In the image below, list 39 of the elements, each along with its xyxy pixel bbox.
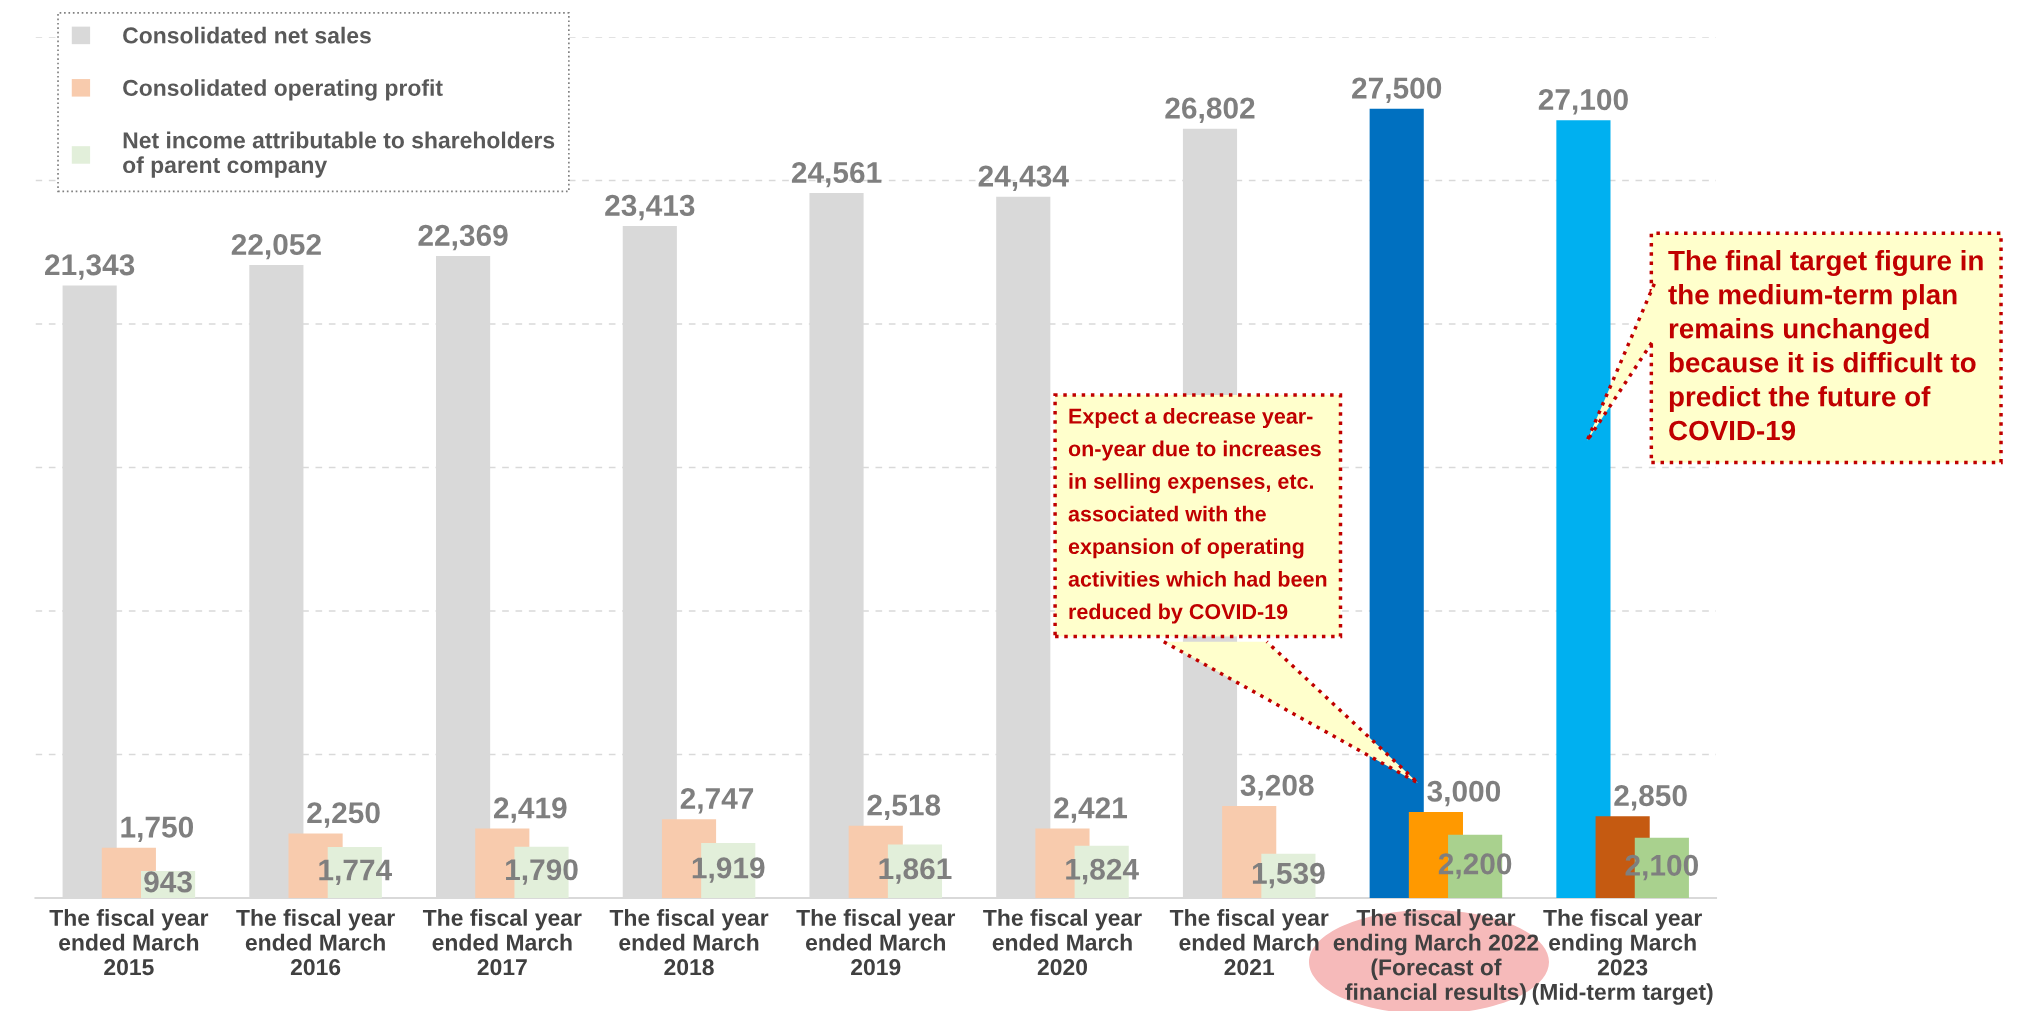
data-label: 2,747: [680, 787, 754, 814]
data-label: 2,850: [1614, 784, 1687, 811]
data-label: 2,518: [867, 794, 941, 820]
data-label: 24,434: [978, 165, 1069, 192]
x-tick-label: The fiscal year ended March 2021: [1169, 909, 1329, 976]
data-label: 27,100: [1538, 89, 1628, 115]
data-label: 1,750: [121, 816, 194, 843]
data-label: 22,052: [231, 233, 321, 260]
x-tick-label: The fiscal year ended March 2016: [236, 909, 395, 976]
data-label: 24,561: [791, 161, 882, 188]
data-label: 27,500: [1352, 77, 1442, 104]
legend-label: Consolidated operating profit: [123, 79, 443, 101]
data-label: 2,421: [1054, 797, 1128, 823]
x-tick-label: The fiscal year ended March 2017: [422, 909, 582, 976]
data-label: 3,000: [1427, 780, 1501, 807]
x-tick-label: The fiscal year ended March 2020: [983, 909, 1142, 976]
data-label: 1,539: [1252, 862, 1325, 889]
data-label: 943: [144, 871, 192, 893]
data-label: 21,343: [45, 254, 135, 280]
legend-label: Net income attributable to shareholders of parent company: [123, 131, 555, 178]
data-label: 2,419: [493, 797, 567, 823]
data-label: 1,919: [692, 857, 765, 883]
data-label: 3,208: [1240, 774, 1314, 801]
bar: [1369, 108, 1424, 898]
data-label: 23,413: [605, 194, 695, 221]
data-label: 1,824: [1066, 858, 1139, 885]
x-tick-label: The fiscal year ended March 2019: [796, 909, 956, 976]
x-tick-label: The fiscal year ended March 2015: [49, 909, 209, 976]
x-tick-label: The fiscal year ended March 2018: [609, 909, 769, 976]
data-label: 22,369: [418, 224, 508, 251]
data-label: 1,790: [506, 859, 578, 885]
annotation: Expect a decrease year- on-year due to increases in selling expenses, etc. associated with the expansion of operating activities which had been reduced by COVID-19: [1068, 408, 1327, 624]
data-label: 2,250: [307, 802, 380, 828]
bar: [1556, 120, 1611, 898]
data-label: 26,802: [1165, 97, 1255, 124]
data-label: 1,861: [879, 858, 952, 884]
data-label: 1,774: [319, 859, 392, 885]
annotation: The final target figure in the medium-term plan remains unchanged because it is difficult to predict the future of COVID-19: [1668, 250, 1983, 441]
legend-label: Consolidated net sales: [123, 26, 371, 44]
